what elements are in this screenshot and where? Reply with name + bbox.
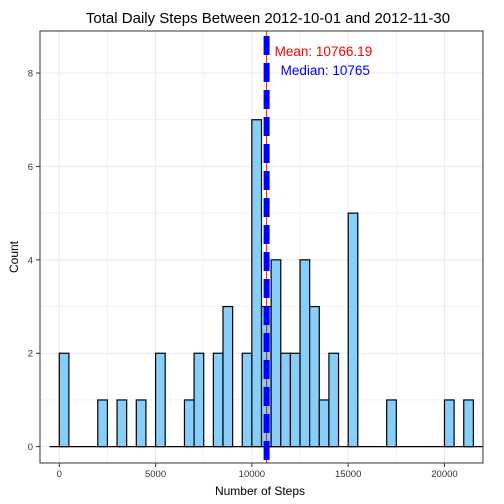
histogram-bar [97,399,109,448]
histogram-bar [251,119,263,448]
histogram-bar [443,399,455,448]
x-axis-label: Number of Steps [215,484,305,498]
histogram-bar [222,305,234,448]
y-tick-label: 6 [28,162,33,173]
y-tick-label: 2 [28,349,33,360]
chart-title: Total Daily Steps Between 2012-10-01 and… [86,10,450,27]
histogram-bar [154,352,166,448]
histogram-bar [135,399,147,448]
x-tick-label: 5000 [145,469,166,480]
histogram-bar [463,399,474,448]
y-tick-label: 8 [28,69,33,80]
histogram-bar [289,352,301,448]
histogram-bar [386,399,397,448]
histogram-bar [193,352,205,448]
histogram-bar [309,305,320,448]
histogram-bar [318,399,330,448]
histogram-bar [183,399,195,448]
histogram-bar [280,352,291,448]
histogram-bar [58,352,70,448]
x-tick-label: 0 [57,469,62,480]
histogram-bar [270,259,282,448]
x-tick-label: 20000 [431,469,457,480]
mean-label: Mean: 10766.19 [275,44,373,59]
histogram-bar [347,212,359,448]
histogram-bar [212,352,224,448]
histogram-bar [299,259,311,448]
median-label: Median: 10765 [281,63,370,78]
histogram-bar [116,399,128,448]
plot-panel: Mean: 10766.19 Median: 10765 0 5000 10000 150… [28,30,484,480]
histogram-bar [241,352,253,448]
panel-border [39,30,484,464]
y-axis-label: Count [7,240,21,273]
y-tick-label: 4 [28,255,33,266]
x-tick-label: 15000 [335,469,361,480]
x-tick-label: 10000 [239,469,265,480]
y-tick-label: 0 [28,442,33,453]
histogram-bar [328,352,340,448]
